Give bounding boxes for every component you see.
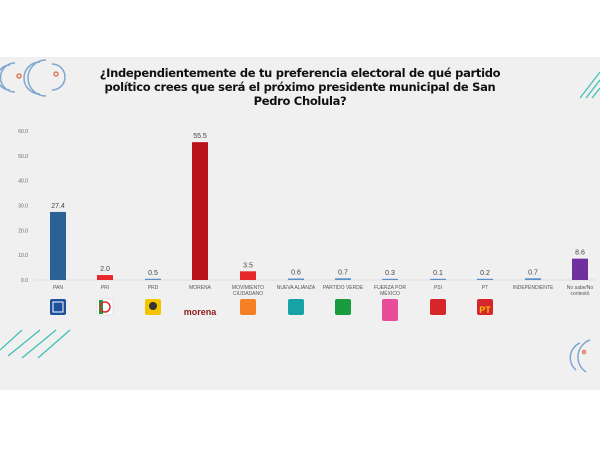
bar [192, 142, 208, 280]
category-label: No sabe/No contestó [567, 285, 594, 297]
category-label: PRI [101, 285, 109, 291]
pan-logo [50, 299, 66, 315]
decor-stripes-top-right [579, 71, 600, 99]
chart-title: ¿Independientemente de tu preferencia el… [99, 66, 501, 108]
bar [240, 271, 256, 280]
svg-text:morena: morena [184, 307, 218, 317]
category-label: NUEVA ALIANZA [277, 285, 316, 291]
data-label: 8.6 [575, 250, 585, 257]
bar [430, 278, 446, 280]
decor-circles-top-left [0, 59, 66, 97]
data-label: 55.5 [193, 133, 207, 140]
bar [50, 211, 66, 280]
category-label: PAN [53, 285, 63, 291]
pt-logo: PT [477, 299, 493, 315]
data-label: 0.6 [291, 270, 301, 277]
bar [572, 258, 588, 280]
data-label: 0.7 [528, 269, 538, 276]
data-label: 0.2 [480, 270, 490, 277]
category-label: PT [482, 285, 488, 291]
prd-logo [145, 299, 161, 315]
bar [525, 278, 541, 280]
y-tick-label: 50.0 [18, 154, 28, 160]
decor-circles-bottom-right [569, 339, 591, 373]
y-tick-label: 10.0 [18, 253, 28, 259]
category-label: PARTIDO VERDE [323, 285, 364, 291]
y-tick-label: 40.0 [18, 179, 28, 185]
movimiento-ciudadano-logo [240, 299, 256, 315]
psi-logo [430, 299, 446, 315]
morena-logo: morena [184, 307, 218, 317]
svg-text:PT: PT [479, 305, 491, 315]
partido-verde-logo [335, 299, 351, 315]
bar [477, 278, 493, 280]
data-label: 2.0 [100, 266, 110, 273]
y-tick-label: 30.0 [18, 204, 28, 210]
category-label: INDEPENDIENTE [513, 285, 554, 291]
bar [97, 275, 113, 280]
data-label: 0.1 [433, 270, 443, 277]
pri-logo [96, 298, 114, 316]
data-label: 0.3 [385, 270, 395, 277]
category-label: MORENA [189, 285, 212, 291]
bar [382, 278, 398, 280]
fuerza-por-mexico-logo [382, 299, 398, 321]
bar [335, 278, 351, 280]
data-label: 0.7 [338, 269, 348, 276]
decor-stripes-bottom-left [0, 329, 71, 359]
y-tick-label: 60.0 [18, 129, 28, 135]
data-label: 3.5 [243, 262, 253, 269]
category-label: MOVIMIENTO CIUDADANO [232, 285, 264, 297]
y-tick-label: 20.0 [18, 228, 28, 234]
y-tick-label: 0.0 [21, 278, 28, 284]
data-label: 27.4 [51, 203, 65, 210]
bar [145, 278, 161, 280]
slide-background [0, 57, 600, 390]
bar [288, 278, 304, 280]
category-label: FUERZA POR MÉXICO [374, 285, 406, 297]
data-label: 0.5 [148, 270, 158, 277]
category-label: PSI [434, 285, 442, 291]
category-label: PRD [148, 285, 159, 291]
nueva-alianza-logo [288, 299, 304, 315]
